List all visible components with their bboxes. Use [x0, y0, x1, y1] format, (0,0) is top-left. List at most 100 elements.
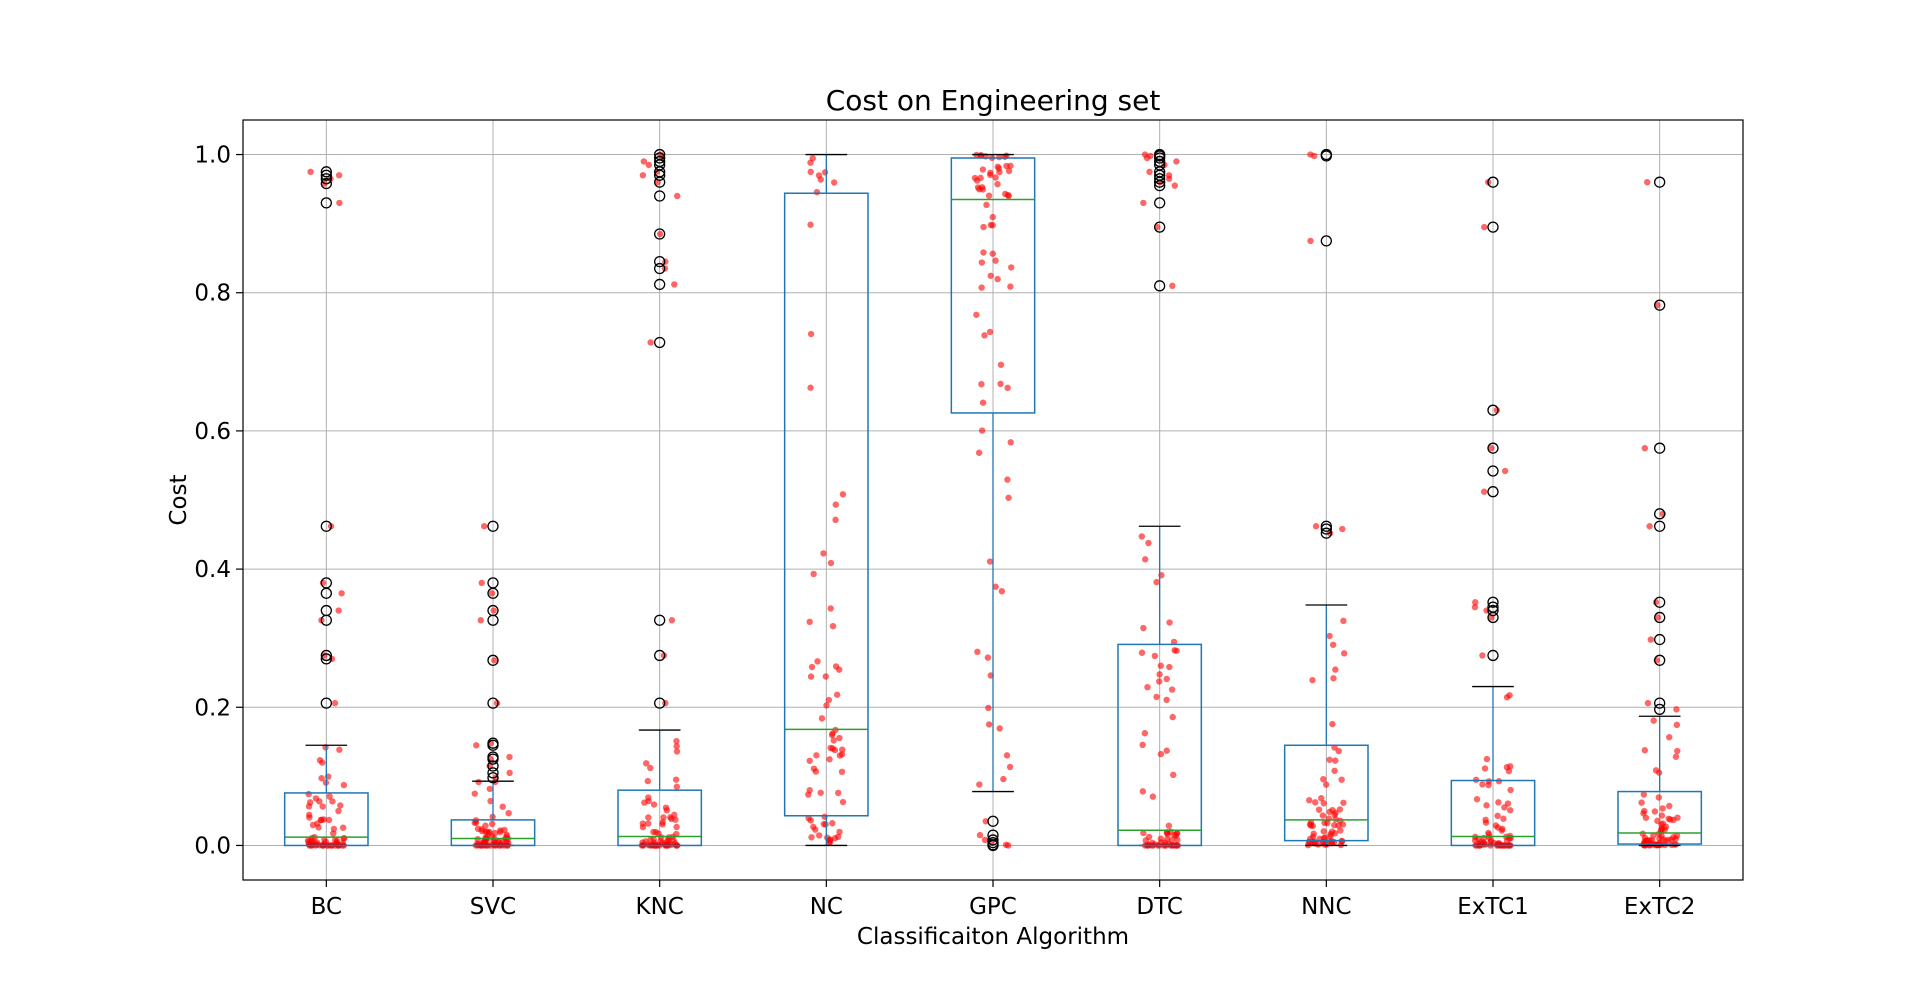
box-nc [783, 153, 869, 847]
strip-point [1139, 788, 1147, 795]
strip-point [1641, 747, 1648, 754]
box-gpc [950, 153, 1036, 852]
strip-point [331, 699, 339, 707]
flier-marker [654, 262, 666, 275]
flier-marker [1654, 654, 1666, 666]
flier-marker [1487, 221, 1499, 233]
strip-point [650, 828, 657, 836]
strip-point [1480, 839, 1487, 846]
strip-point [994, 180, 1001, 188]
strip-point [487, 797, 494, 805]
y-tick-label: 0.4 [194, 557, 231, 583]
flier-marker [987, 815, 999, 827]
box-svc [450, 520, 536, 847]
flier-marker [320, 587, 332, 599]
strip-point [825, 696, 833, 704]
flier-marker [320, 173, 332, 185]
strip-point [1332, 757, 1339, 764]
strip-point [826, 756, 833, 763]
strip-point [475, 778, 482, 786]
strip-point [1501, 467, 1509, 475]
strip-point [1173, 158, 1180, 165]
strip-point [838, 768, 846, 776]
strip-point [1155, 678, 1163, 685]
strip-point [1340, 650, 1348, 657]
strip-point [673, 783, 681, 790]
strip-point [822, 673, 830, 680]
strip-point [645, 820, 652, 827]
strip-point [807, 384, 814, 391]
strip-point [1326, 808, 1333, 816]
strip-point [834, 833, 842, 841]
strip-point [1315, 806, 1323, 813]
strip-point [817, 789, 824, 796]
strip-point [335, 607, 342, 614]
strip-point [836, 734, 843, 742]
strip-point [1673, 706, 1680, 713]
flier-marker [1320, 520, 1332, 532]
flier-marker [320, 197, 332, 209]
strip-point [673, 743, 680, 750]
iqr-box [1117, 643, 1203, 847]
strip-point [1143, 154, 1151, 162]
strip-point [983, 201, 990, 209]
strip-point [836, 666, 843, 673]
flier-marker [654, 336, 666, 349]
flier-marker [320, 520, 332, 532]
strip-point [809, 155, 816, 162]
strip-point [1318, 795, 1325, 802]
strip-point [1666, 734, 1673, 741]
flier-marker [654, 228, 666, 240]
strip-point [1488, 444, 1495, 452]
strip-point [1326, 756, 1333, 763]
strip-point [1654, 614, 1662, 621]
y-tick-label: 0.2 [194, 695, 231, 721]
strip-point [1309, 676, 1316, 684]
strip-point [1163, 829, 1171, 837]
strip-point [832, 516, 839, 524]
strip-point [1674, 747, 1681, 755]
strip-point [1151, 652, 1159, 660]
strip-point [477, 617, 484, 624]
strip-point [1644, 699, 1652, 707]
strip-point [1306, 797, 1313, 804]
strip-point [980, 249, 987, 256]
strip-point [329, 798, 336, 805]
y-tick-label: 0.8 [194, 281, 231, 307]
strip-point [313, 839, 321, 846]
strip-point [673, 737, 680, 745]
strip-point [1473, 796, 1481, 803]
strip-point [1652, 599, 1660, 606]
strip-point [338, 590, 345, 597]
strip-point [1493, 406, 1501, 414]
strip-point [335, 807, 342, 815]
flier-marker [1320, 527, 1332, 539]
strip-point [488, 590, 496, 597]
iqr-box [1617, 790, 1703, 845]
flier-marker [1154, 173, 1166, 185]
strip-point [1338, 776, 1345, 783]
strip-point [1002, 190, 1009, 198]
strip-point [501, 826, 508, 834]
strip-point [1174, 836, 1181, 843]
flier-marker [654, 278, 666, 291]
strip-point [820, 550, 827, 557]
flier-marker [654, 190, 666, 202]
strip-point [807, 673, 815, 680]
box-nnc [1283, 148, 1369, 847]
strip-point [808, 834, 815, 841]
flier-marker [1654, 611, 1666, 624]
flier-marker [1154, 176, 1166, 188]
strip-point [1673, 721, 1681, 729]
strip-point [335, 172, 343, 179]
strip-point [976, 186, 983, 193]
strip-point [985, 704, 992, 712]
y-axis-label: Cost [166, 474, 192, 525]
strip-point [1138, 533, 1146, 540]
strip-point [641, 799, 648, 806]
strip-point [659, 839, 666, 846]
strip-point [339, 824, 347, 831]
strip-point [1166, 663, 1173, 671]
strip-point [1309, 833, 1317, 840]
strip-point [1659, 805, 1666, 812]
